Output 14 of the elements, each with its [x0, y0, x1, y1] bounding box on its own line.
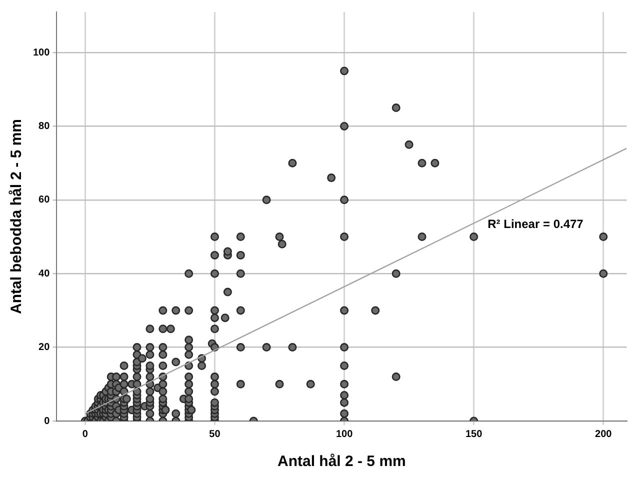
y-tick-label: 40 [38, 268, 50, 280]
y-tick-label: 80 [38, 120, 50, 132]
x-tick-label: 0 [82, 428, 88, 440]
x-tick-label: 200 [595, 428, 612, 440]
y-tick-label: 60 [38, 194, 50, 206]
x-tick-label: 50 [209, 428, 221, 440]
y-axis-title: Antal bebodda hål 2 - 5 mm [8, 118, 26, 314]
x-tick-label: 100 [336, 428, 354, 440]
x-tick-label: 150 [465, 428, 483, 440]
y-tick-label: 100 [32, 47, 50, 58]
y-tick-label: 0 [44, 416, 50, 427]
annotation: R² Linear = 0.477 [488, 216, 584, 231]
y-tick-label: 20 [38, 342, 50, 354]
x-axis-title: Antal hål 2 - 5 mm [278, 453, 406, 470]
